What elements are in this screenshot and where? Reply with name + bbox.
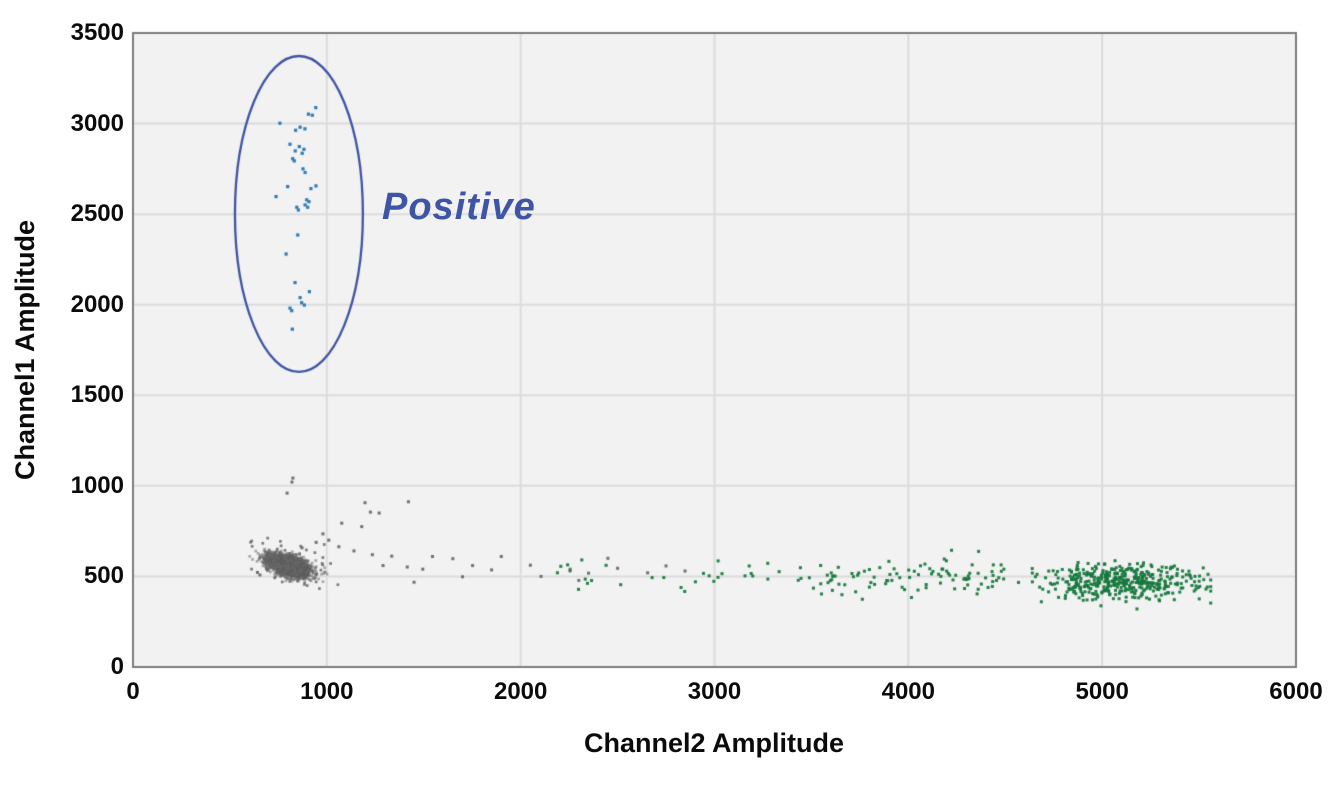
x-tick-label: 1000 — [300, 678, 354, 705]
y-tick-label: 2000 — [70, 290, 124, 318]
x-tick-label: 6000 — [1269, 678, 1323, 705]
x-tick-label: 2000 — [493, 678, 548, 705]
x-axis-title: Channel2 Amplitude — [583, 728, 845, 758]
y-tick-label: 1000 — [70, 471, 124, 499]
x-tick-label: 3000 — [687, 678, 742, 705]
y-tick-label: 1500 — [70, 381, 124, 409]
y-tick-label: 3000 — [70, 109, 124, 137]
x-tick-label: 5000 — [1075, 678, 1129, 705]
x-tick-label: 0 — [126, 678, 140, 705]
x-tick-label: 4000 — [881, 678, 935, 705]
y-tick-label: 3500 — [70, 19, 124, 46]
y-axis-title: Channel1 Amplitude — [10, 219, 40, 481]
y-tick-label: 500 — [83, 562, 124, 590]
y-tick-label: 0 — [110, 653, 124, 680]
y-tick-label: 2500 — [70, 200, 124, 228]
positive-cluster-annotation: Positive — [382, 186, 536, 228]
